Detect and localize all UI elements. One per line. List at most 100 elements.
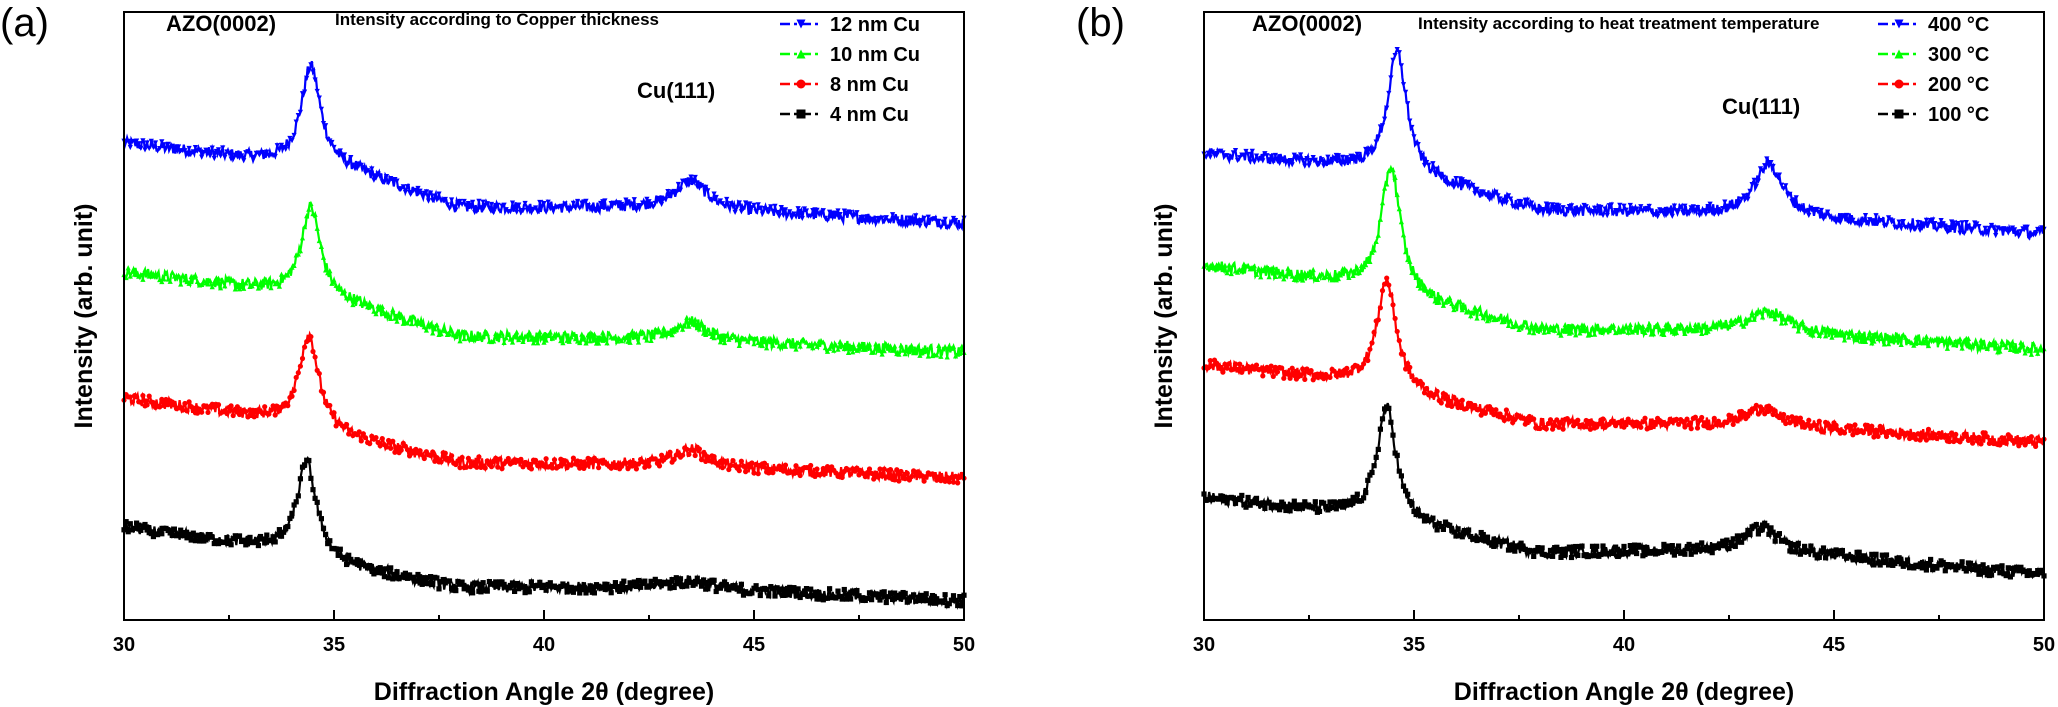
data-point (1913, 436, 1919, 442)
data-point (1369, 150, 1375, 156)
data-point (388, 565, 394, 571)
data-point (686, 451, 692, 458)
data-point (1766, 163, 1772, 169)
data-point (1545, 553, 1551, 559)
data-point (688, 579, 694, 585)
data-point (1451, 306, 1457, 313)
data-point (446, 578, 453, 584)
data-point (205, 281, 211, 287)
data-point (1310, 504, 1316, 511)
data-point (568, 584, 574, 590)
data-point (759, 211, 765, 217)
data-point (461, 198, 467, 205)
data-point (1573, 543, 1579, 550)
data-point (1529, 322, 1535, 328)
data-point (1684, 324, 1690, 330)
data-point (1867, 329, 1873, 335)
data-point (1923, 437, 1929, 443)
data-point (1472, 304, 1478, 310)
data-point (1491, 412, 1497, 418)
data-point (1543, 426, 1549, 432)
data-point (1690, 328, 1696, 334)
data-point (1642, 329, 1648, 335)
data-point (1911, 565, 1917, 571)
data-point (413, 578, 419, 584)
data-point (1403, 488, 1409, 494)
data-point (543, 209, 549, 215)
data-point (780, 212, 786, 219)
data-point (572, 205, 579, 211)
data-point (1844, 329, 1850, 336)
data-point (1207, 262, 1213, 269)
data-point (318, 516, 324, 522)
data-point (1224, 270, 1230, 276)
data-point (289, 393, 295, 399)
data-point (1447, 294, 1453, 301)
data-point (1398, 63, 1404, 69)
data-point (652, 456, 658, 462)
data-point (346, 160, 352, 166)
data-point (373, 567, 379, 573)
data-point (1337, 272, 1344, 278)
data-point (585, 587, 591, 593)
data-point (1270, 159, 1276, 165)
data-point (833, 342, 839, 348)
data-point (1403, 89, 1409, 95)
data-point (656, 328, 663, 334)
data-point (1678, 321, 1684, 328)
data-point (913, 348, 919, 355)
data-point (1795, 328, 1801, 334)
legend-marker (1894, 19, 1904, 29)
data-point (764, 586, 770, 592)
data-point (1932, 432, 1938, 438)
data-point (1694, 204, 1701, 211)
data-point (934, 596, 940, 602)
data-point (442, 327, 448, 334)
data-point (709, 198, 715, 204)
data-point (835, 208, 841, 214)
data-point (1222, 361, 1228, 367)
data-point (352, 298, 358, 305)
data-point (1573, 211, 1579, 218)
data-point (1354, 491, 1360, 497)
data-point (808, 462, 814, 469)
data-point (1243, 148, 1249, 155)
data-point (507, 209, 513, 215)
data-point (797, 208, 803, 215)
legend-item: 12 nm Cu (780, 14, 920, 36)
data-point (1321, 163, 1327, 169)
data-point (782, 207, 789, 213)
data-point (1776, 312, 1782, 318)
data-point (1501, 417, 1507, 424)
data-point (1300, 277, 1306, 283)
data-point (1625, 329, 1631, 335)
data-point (1417, 285, 1423, 291)
data-point (1814, 426, 1820, 432)
data-point (432, 193, 438, 199)
data-point (1337, 160, 1344, 166)
data-point (1413, 511, 1419, 518)
data-point (484, 201, 490, 207)
data-point (1245, 151, 1251, 158)
panel-b: (b) 30 35 40 45 50 Diffraction Angle 2θ (deg… (1076, 1, 2055, 706)
data-point (1539, 321, 1545, 327)
data-point (736, 200, 742, 206)
data-point (1409, 124, 1415, 131)
data-point (140, 138, 146, 144)
data-point (942, 343, 948, 350)
data-point (1879, 335, 1885, 341)
data-point (1873, 213, 1879, 219)
data-point (318, 106, 324, 112)
data-point (1621, 424, 1627, 430)
data-point (1923, 567, 1929, 573)
data-point (753, 336, 759, 342)
data-point (1363, 262, 1369, 268)
data-point (308, 200, 314, 206)
data-point (873, 221, 879, 227)
data-point (1734, 204, 1740, 210)
data-point (446, 331, 453, 337)
data-point (633, 330, 639, 337)
data-point (209, 284, 215, 290)
data-point (1379, 200, 1386, 206)
data-point (463, 584, 469, 590)
